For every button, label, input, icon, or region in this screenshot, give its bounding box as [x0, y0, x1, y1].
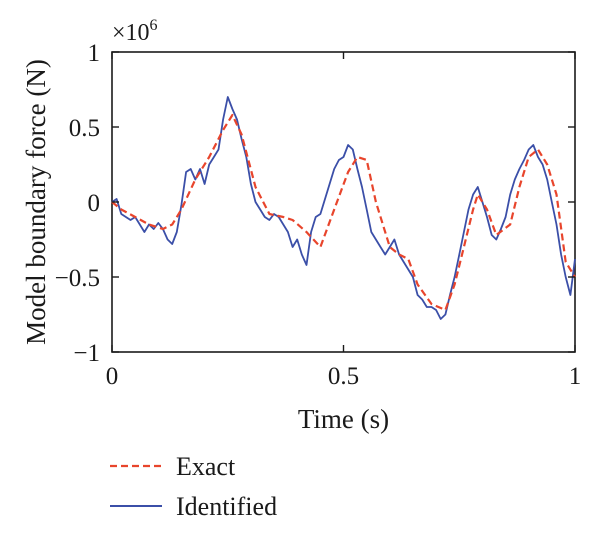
x-tick-label: 0: [106, 363, 119, 390]
y-tick-label: 0.5: [69, 115, 100, 142]
x-axis-label: Time (s): [298, 404, 389, 434]
legend-label-identified: Identified: [176, 492, 277, 521]
y-tick-label: −0.5: [55, 265, 100, 292]
y-tick-label: 0: [88, 190, 101, 217]
ticks-layer: 0 0.5 1 1 0.5 0 −0.5 −1: [55, 40, 582, 390]
legend-label-exact: Exact: [176, 452, 236, 481]
x-tick-label: 0.5: [328, 363, 359, 390]
y-axis-multiplier: ×106: [112, 17, 158, 46]
series-line-identified: [111, 96, 576, 320]
y-axis-label: Model boundary force (N): [21, 59, 51, 345]
series-layer: [111, 96, 576, 320]
x-tick-label: 1: [569, 363, 582, 390]
series-line-exact: [111, 113, 576, 312]
y-tick-label: 1: [88, 40, 101, 67]
legend: Exact Identified: [110, 452, 277, 521]
y-tick-label: −1: [73, 340, 100, 367]
